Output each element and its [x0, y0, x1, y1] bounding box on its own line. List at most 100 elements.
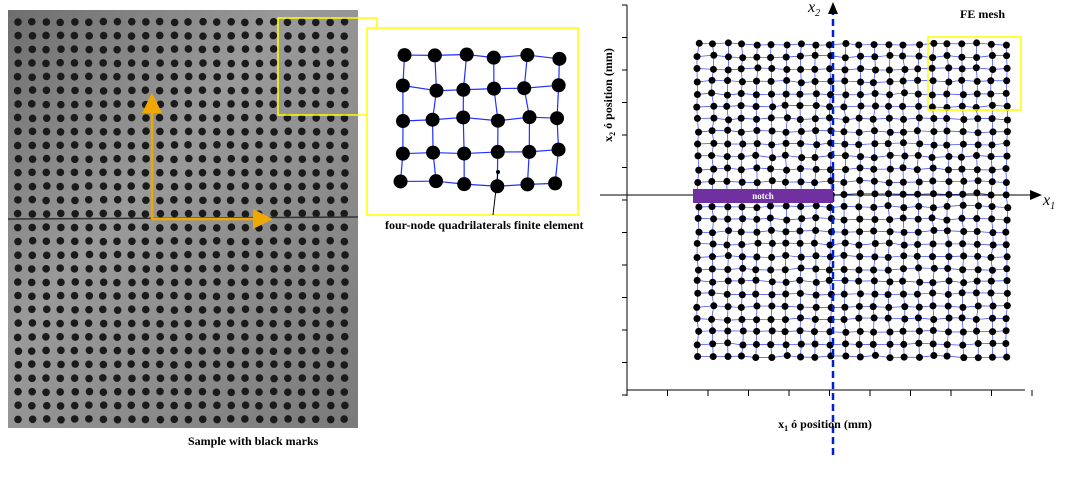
node: [989, 354, 996, 361]
mark: [326, 155, 334, 163]
mark: [71, 197, 79, 205]
node: [929, 290, 936, 297]
node: [901, 229, 908, 236]
node: [928, 214, 935, 221]
node: [872, 90, 879, 97]
mark: [113, 87, 121, 95]
node: [695, 328, 702, 335]
node: [796, 91, 803, 98]
node: [738, 241, 745, 248]
mark: [170, 128, 178, 136]
mark: [14, 251, 22, 259]
node: [960, 178, 967, 185]
node: [782, 240, 789, 247]
mark: [57, 101, 65, 109]
node: [885, 103, 892, 110]
mark: [127, 128, 135, 136]
mark: [185, 73, 193, 81]
mark: [227, 60, 235, 68]
node: [429, 84, 443, 98]
node: [945, 253, 952, 260]
node: [739, 203, 746, 210]
mark: [298, 46, 306, 54]
node: [738, 316, 745, 323]
mark: [156, 169, 164, 177]
node: [694, 277, 701, 284]
node: [753, 216, 760, 223]
mark: [199, 416, 207, 424]
mark: [341, 87, 349, 95]
mark: [71, 292, 79, 300]
mark: [327, 251, 335, 259]
node: [769, 154, 776, 161]
mark: [312, 347, 320, 355]
node: [958, 40, 965, 47]
mark: [242, 238, 250, 246]
mark: [341, 128, 349, 136]
node: [725, 53, 732, 60]
mark: [128, 375, 136, 383]
mark: [341, 73, 349, 81]
mark: [128, 305, 136, 313]
mark: [157, 416, 165, 424]
node: [975, 129, 982, 136]
mark: [100, 128, 108, 136]
mark: [171, 265, 179, 273]
node: [989, 166, 996, 173]
mark: [56, 19, 64, 27]
node: [812, 42, 819, 49]
node: [930, 327, 937, 334]
mark: [170, 196, 178, 204]
mark: [199, 292, 207, 300]
node: [989, 303, 996, 310]
mark: [85, 59, 93, 67]
node: [784, 352, 791, 359]
mark: [43, 210, 51, 218]
mark: [29, 319, 37, 327]
mark: [298, 210, 306, 218]
node: [738, 102, 745, 109]
mark: [100, 320, 108, 328]
node: [710, 103, 717, 110]
mark: [71, 360, 79, 368]
node: [724, 328, 731, 335]
mark: [28, 333, 36, 341]
node: [945, 240, 952, 247]
mark: [43, 86, 51, 94]
mark: [185, 278, 193, 286]
node: [724, 127, 731, 134]
node: [974, 78, 981, 85]
mark: [227, 114, 235, 122]
node: [768, 254, 775, 261]
mark: [327, 402, 335, 410]
mark: [198, 347, 206, 355]
node: [693, 104, 700, 111]
mark: [284, 87, 292, 95]
mark: [86, 251, 94, 259]
mark: [85, 333, 93, 341]
mark: [269, 320, 277, 328]
mark: [199, 210, 207, 218]
mark: [142, 265, 150, 273]
mark: [213, 265, 221, 273]
mark: [298, 141, 306, 149]
mark: [199, 114, 207, 122]
node: [931, 142, 938, 149]
mark: [284, 197, 292, 205]
mark: [241, 264, 249, 272]
mark: [184, 320, 192, 328]
mark: [57, 73, 65, 81]
mark: [156, 73, 164, 81]
mark: [199, 18, 207, 26]
node: [738, 353, 745, 360]
node: [987, 290, 994, 297]
mark: [156, 402, 164, 410]
mark: [156, 388, 164, 396]
mark: [127, 73, 135, 81]
mark: [170, 292, 178, 300]
mark: [199, 46, 207, 54]
node: [960, 202, 967, 209]
mark: [85, 415, 93, 423]
mark: [43, 320, 51, 328]
mark: [56, 264, 64, 272]
